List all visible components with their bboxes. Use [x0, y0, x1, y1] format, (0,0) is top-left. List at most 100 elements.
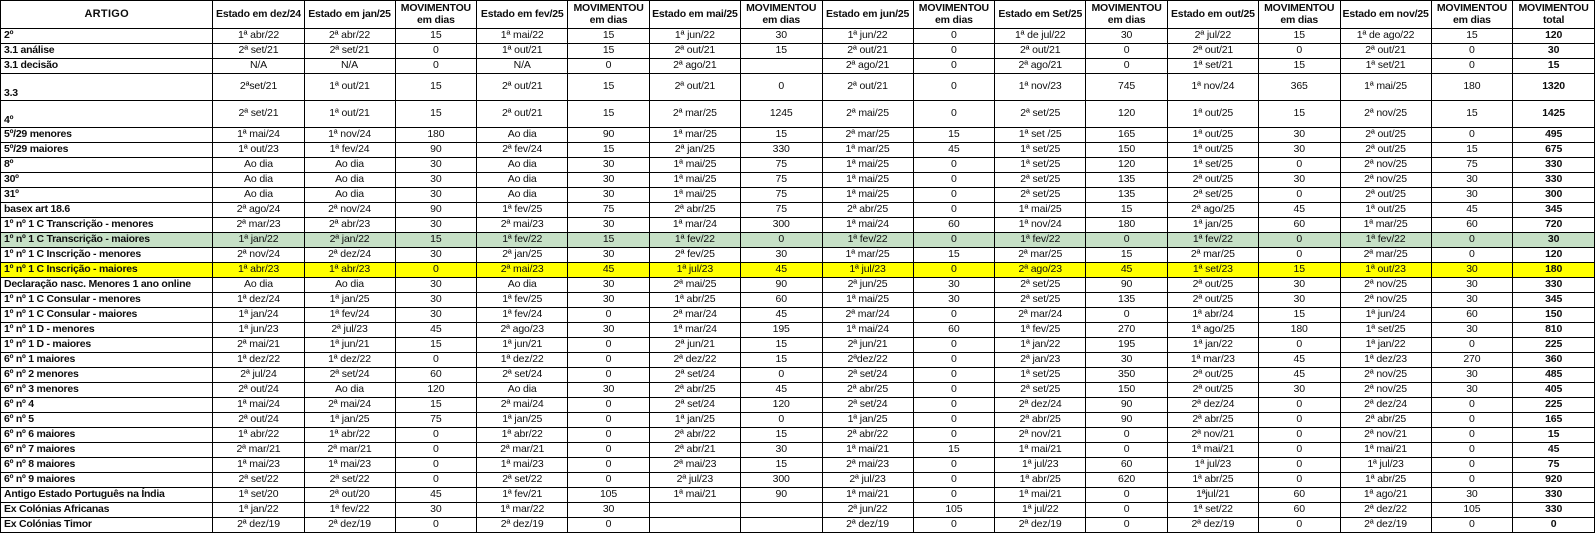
table-cell[interactable]: 2ª dez/19 — [212, 517, 305, 533]
row-label-cell[interactable]: 1º nº 1 C Consular - maiores — [0, 307, 214, 323]
table-cell[interactable]: 2ª out/21 — [821, 43, 914, 59]
table-cell[interactable]: 1ª fev/22 — [994, 232, 1087, 248]
table-cell[interactable]: 30 — [567, 382, 650, 398]
table-cell[interactable]: 1ª mai/21 — [821, 487, 914, 503]
table-cell[interactable]: 75 — [739, 202, 823, 218]
table-cell[interactable]: 1ª nov/24 — [1166, 73, 1259, 101]
row-total-cell[interactable]: 300 — [1512, 187, 1595, 203]
table-row[interactable]: 1º nº 1 D - maiores 2ª mai/21 1ª jun/21 15 1… — [0, 337, 1595, 353]
table-cell[interactable]: 1ª ago/21 — [1339, 487, 1432, 503]
table-cell[interactable]: 105 — [1430, 502, 1514, 518]
table-cell[interactable]: 1ª jan/25 — [1166, 217, 1259, 233]
row-total-cell[interactable]: 150 — [1512, 307, 1595, 323]
table-cell[interactable]: 1ª set/25 — [1339, 322, 1432, 338]
table-cell[interactable]: 0 — [394, 43, 478, 59]
table-cell[interactable]: 90 — [739, 277, 823, 293]
table-cell[interactable]: 1ª mai/24 — [212, 127, 305, 143]
table-cell[interactable]: 2ª mar/25 — [1339, 247, 1432, 263]
table-cell[interactable]: 1ª mar/25 — [1339, 217, 1432, 233]
table-cell[interactable]: 1ª mar/22 — [476, 502, 569, 518]
table-cell[interactable]: 1ª mai/25 — [821, 172, 914, 188]
row-label-cell[interactable]: 6º nº 1 maiores — [0, 352, 214, 368]
table-cell[interactable]: 2ª mai/24 — [303, 397, 396, 413]
table-cell[interactable]: 0 — [394, 58, 478, 74]
row-total-cell[interactable]: 920 — [1512, 472, 1595, 488]
row-label-cell[interactable]: 8º — [0, 157, 214, 173]
table-cell[interactable]: 15 — [394, 73, 478, 101]
table-cell[interactable]: 0 — [394, 457, 478, 473]
table-cell[interactable]: 1ª jan/25 — [476, 412, 569, 428]
table-cell[interactable]: 2ª dez/22 — [1339, 502, 1432, 518]
table-cell[interactable]: 120 — [1085, 100, 1168, 128]
table-cell[interactable]: 1ª mai/21 — [1166, 442, 1259, 458]
table-cell[interactable]: 15 — [912, 442, 996, 458]
row-label-cell[interactable]: 3.1 decisão — [0, 58, 214, 74]
table-cell[interactable]: 90 — [567, 127, 650, 143]
table-cell[interactable]: 2ª out/21 — [1339, 43, 1432, 59]
table-cell[interactable]: 2ªdez/22 — [821, 352, 914, 368]
table-cell[interactable]: 0 — [567, 352, 650, 368]
table-cell[interactable]: 1ª mai/25 — [821, 157, 914, 173]
table-row[interactable]: 3.1 análise 2ª set/21 2ª set/21 0 1ª out/21 1… — [0, 43, 1595, 59]
table-cell[interactable]: 30 — [1257, 142, 1341, 158]
table-cell[interactable]: 30 — [1257, 382, 1341, 398]
table-cell[interactable]: 2ª mai/23 — [648, 457, 741, 473]
table-cell[interactable]: 1ª dez/23 — [1339, 352, 1432, 368]
table-cell[interactable]: 30 — [394, 187, 478, 203]
table-row[interactable]: 5º/29 menores 1ª mai/24 1ª nov/24 180 Ao dia… — [0, 127, 1595, 143]
table-cell[interactable]: 1ª mai/21 — [994, 487, 1087, 503]
table-cell[interactable]: 1ª fev/24 — [476, 307, 569, 323]
table-cell[interactable]: 2ª dez/19 — [821, 517, 914, 533]
table-cell[interactable]: 2ª fev/24 — [476, 142, 569, 158]
table-cell[interactable]: 1ª dez/22 — [303, 352, 396, 368]
table-cell[interactable]: 2ª set/25 — [994, 187, 1087, 203]
table-cell[interactable]: 2ª dez/19 — [1339, 517, 1432, 533]
table-cell[interactable]: 15 — [394, 232, 478, 248]
row-label-cell[interactable]: 1º nº 1 D - maiores — [0, 337, 214, 353]
table-cell[interactable]: 0 — [1085, 58, 1168, 74]
table-cell[interactable]: 2ª jan/25 — [476, 247, 569, 263]
table-cell[interactable]: N/A — [476, 58, 569, 74]
table-cell[interactable]: 2ª set/24 — [648, 367, 741, 383]
table-cell[interactable]: 2ª jul/23 — [303, 322, 396, 338]
table-cell[interactable]: 180 — [394, 127, 478, 143]
row-label-cell[interactable]: 31º — [0, 187, 214, 203]
table-cell[interactable]: Ao dia — [303, 157, 396, 173]
table-cell[interactable]: 0 — [1085, 43, 1168, 59]
row-label-cell[interactable]: Declaração nasc. Menores 1 ano online — [0, 277, 214, 293]
row-total-cell[interactable]: 30 — [1512, 43, 1595, 59]
table-cell[interactable]: 0 — [739, 73, 823, 101]
table-cell[interactable]: 2ª mai/23 — [821, 457, 914, 473]
table-cell[interactable]: 0 — [912, 172, 996, 188]
table-cell[interactable]: 15 — [567, 43, 650, 59]
table-cell[interactable]: 0 — [912, 427, 996, 443]
table-cell[interactable]: 0 — [912, 457, 996, 473]
table-cell[interactable]: 2ª abr/22 — [303, 28, 396, 44]
table-cell[interactable]: 0 — [1257, 337, 1341, 353]
table-cell[interactable]: 2ª dez/24 — [994, 397, 1087, 413]
row-label-cell[interactable]: 5º/29 maiores — [0, 142, 214, 158]
table-cell[interactable]: 0 — [394, 352, 478, 368]
table-cell[interactable]: 2ª abr/25 — [1339, 412, 1432, 428]
table-cell[interactable]: 0 — [567, 472, 650, 488]
table-cell[interactable]: Ao dia — [476, 187, 569, 203]
table-cell[interactable]: Ao dia — [476, 157, 569, 173]
table-cell[interactable]: 135 — [1085, 172, 1168, 188]
table-cell[interactable]: 135 — [1085, 292, 1168, 308]
table-cell[interactable]: 1ª jun/23 — [212, 322, 305, 338]
table-cell[interactable]: 2ª dez/19 — [303, 517, 396, 533]
table-cell[interactable]: 2ª mar/25 — [994, 247, 1087, 263]
table-cell[interactable]: 1ª mar/24 — [648, 217, 741, 233]
table-cell[interactable]: 15 — [739, 337, 823, 353]
table-cell[interactable]: 1ª mar/25 — [821, 142, 914, 158]
table-cell[interactable]: 2ª abr/25 — [821, 382, 914, 398]
table-cell[interactable]: 2ª jan/25 — [648, 142, 741, 158]
table-cell[interactable]: 0 — [1257, 232, 1341, 248]
table-cell[interactable]: 2ª mai/23 — [476, 262, 569, 278]
table-cell[interactable]: 30 — [394, 292, 478, 308]
row-label-cell[interactable]: 3.3 — [0, 73, 214, 101]
table-row[interactable]: 6º nº 4 1ª mai/24 2ª mai/24 15 2ª mai/24 0 2ª … — [0, 397, 1595, 413]
table-cell[interactable]: 2ª nov/25 — [1339, 292, 1432, 308]
table-cell[interactable]: 2ª jun/22 — [821, 502, 914, 518]
table-cell[interactable]: 30 — [567, 292, 650, 308]
